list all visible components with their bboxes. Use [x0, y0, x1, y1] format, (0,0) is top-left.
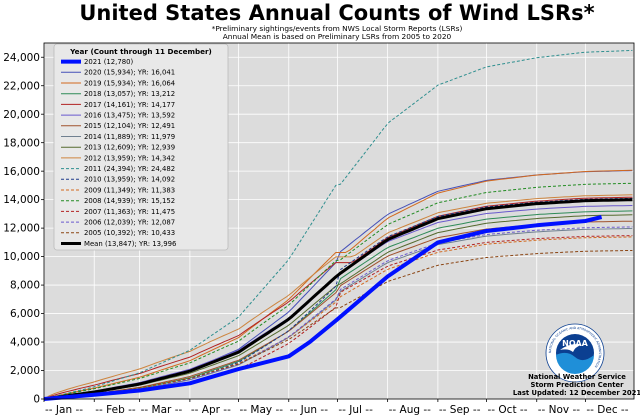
series-line — [43, 196, 633, 400]
series-line — [43, 215, 603, 401]
y-tick-label: 14,000 — [3, 194, 40, 206]
y-tick-label: 6,000 — [10, 308, 40, 320]
legend-label: 2016 (13,475); YR: 13,592 — [84, 112, 175, 120]
series-line — [43, 182, 633, 400]
series-lines — [43, 49, 633, 401]
y-axis: 0 2,000 4,000 6,000 8,000 10,000 12,000 14,000 1… — [3, 52, 44, 406]
y-tick-label: 10,000 — [3, 251, 40, 263]
x-tick-label: -- May -- — [240, 404, 284, 416]
series-line — [43, 169, 633, 400]
y-tick-label: 16,000 — [3, 166, 40, 178]
legend-label: 2014 (11,889); YR: 11,979 — [84, 133, 175, 141]
x-tick-label: -- Nov -- — [538, 404, 581, 416]
legend-entries: 2021 (12,780) 2020 (15,934); YR: 16,041 20… — [61, 58, 176, 248]
legend-label: 2005 (10,392); YR: 10,433 — [84, 229, 175, 237]
legend-label: 2008 (14,939); YR: 15,152 — [84, 197, 175, 205]
credit-line-3: Last Updated: 12 December 2021 — [513, 389, 640, 397]
x-tick-label: -- Mar -- — [141, 404, 183, 416]
series-line — [43, 226, 633, 400]
legend-label: 2019 (15,934); YR: 16,064 — [84, 79, 175, 87]
y-tick-label: 4,000 — [10, 337, 40, 349]
credit-line-1: National Weather Service — [528, 373, 626, 381]
credit-line-2: Storm Prediction Center — [531, 381, 625, 389]
y-tick-label: 2,000 — [10, 365, 40, 377]
series-line — [43, 198, 633, 401]
noaa-logo-sea — [556, 352, 594, 374]
legend-label: 2020 (15,934); YR: 16,041 — [84, 69, 175, 77]
y-tick-label: 22,000 — [3, 80, 40, 92]
x-tick-label: -- Sep -- — [439, 404, 481, 416]
y-tick-label: 24,000 — [3, 52, 40, 64]
x-tick-label: -- Jul -- — [338, 404, 373, 416]
noaa-logo-bird-icon — [560, 344, 581, 352]
legend-label: 2013 (12,609); YR: 12,939 — [84, 144, 175, 152]
legend-label: 2021 (12,780) — [84, 58, 134, 66]
x-tick-label: -- Feb -- — [95, 404, 136, 416]
legend-label: Mean (13,847); YR: 13,996 — [84, 240, 176, 248]
x-tick-label: -- Apr -- — [191, 404, 231, 416]
legend-box — [53, 43, 229, 251]
x-axis: -- Jan -- -- Feb -- -- Mar -- -- Apr -- -- M… — [43, 399, 629, 416]
legend-title: Year (Count through 11 December) — [69, 47, 212, 56]
series-line — [43, 49, 633, 400]
x-tick-label: -- Oct -- — [488, 404, 528, 416]
chart-title: United States Annual Counts of Wind LSRs… — [79, 1, 594, 25]
series-line — [43, 197, 633, 400]
y-tick-label: 0 — [33, 394, 40, 406]
legend-label: 2009 (11,349); YR: 11,383 — [84, 186, 175, 194]
y-tick-label: 12,000 — [3, 223, 40, 235]
legend-label: 2006 (12,039); YR: 12,087 — [84, 219, 175, 227]
plot-frame — [43, 42, 635, 400]
series-line — [43, 210, 633, 400]
chart-subtitle-line-1: *Preliminary sightings/events from NWS L… — [212, 24, 463, 33]
legend-label: 2017 (14,161); YR: 14,177 — [84, 101, 175, 109]
legend-label: 2011 (24,394); YR: 24,482 — [84, 165, 175, 173]
legend-label: 2010 (13,959); YR: 14,092 — [84, 176, 175, 184]
legend-label: 2012 (13,959); YR: 14,342 — [84, 154, 175, 162]
noaa-logo-wordmark: NOAA — [562, 339, 588, 348]
y-tick-label: 18,000 — [3, 137, 40, 149]
x-tick-label: -- Jun -- — [290, 404, 328, 416]
y-tick-label: 8,000 — [10, 280, 40, 292]
legend-label: 2018 (13,057); YR: 13,212 — [84, 90, 175, 98]
legend-label: 2007 (11,363); YR: 11,475 — [84, 208, 175, 216]
legend: Year (Count through 11 December) 2021 (1… — [53, 43, 229, 251]
x-tick-label: -- Dec -- — [586, 404, 628, 416]
series-line — [43, 235, 633, 400]
noaa-logo: NOAA NATIONAL OCEANIC AND ATMOSPHERIC AD… — [545, 323, 605, 383]
x-tick-label: -- Aug -- — [389, 404, 432, 416]
y-tick-label: 20,000 — [3, 109, 40, 121]
legend-label: 2015 (12,104); YR: 12,491 — [84, 122, 175, 130]
chart-subtitle-line-2: Annual Mean is based on Preliminary LSRs… — [223, 32, 452, 41]
series-line — [43, 194, 633, 400]
x-tick-label: -- Jan -- — [45, 404, 83, 416]
